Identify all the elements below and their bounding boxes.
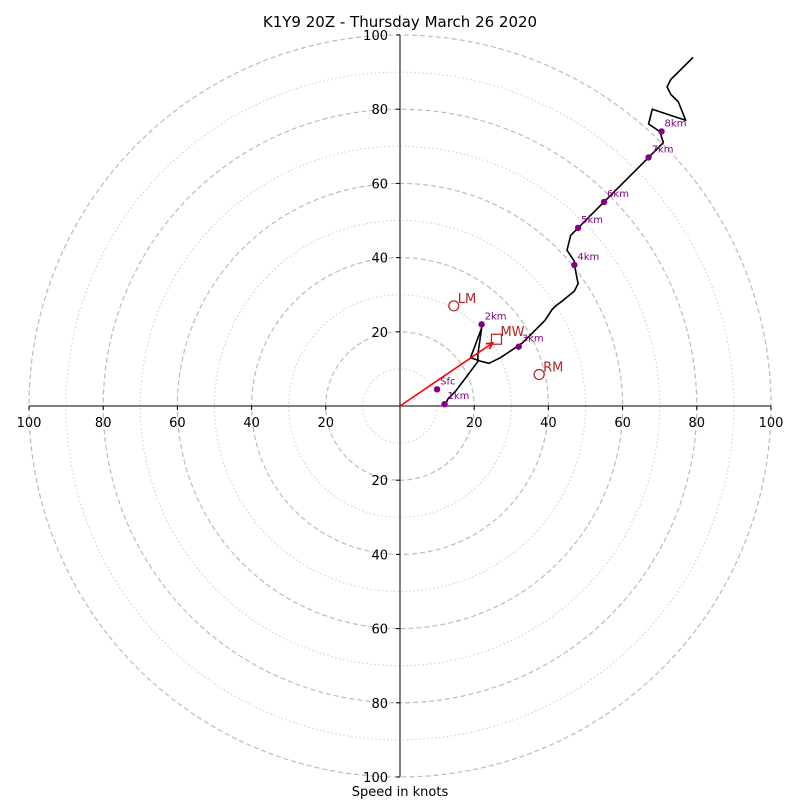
x-tick-label: 40 (540, 416, 557, 431)
height-marker-label: 8km (665, 118, 687, 129)
y-tick-label: 100 (363, 771, 388, 786)
height-marker-label: 3km (522, 334, 544, 345)
y-tick-label: 80 (371, 697, 388, 712)
height-marker (441, 400, 448, 408)
height-marker-label: 4km (577, 252, 599, 263)
height-marker (478, 321, 485, 328)
height-marker-label: 7km (652, 144, 674, 155)
x-tick-label: 100 (759, 416, 784, 431)
x-tick-label: 80 (689, 416, 706, 431)
height-marker (645, 154, 652, 161)
height-marker-label: 2km (485, 311, 507, 322)
mean-wind-vector-group (399, 341, 495, 407)
storm-motion-label: LM (458, 292, 476, 307)
x-tick-label: 80 (95, 416, 112, 431)
x-axis-label: Speed in knots (352, 785, 449, 800)
height-marker-label: 5km (581, 215, 603, 226)
storm-motion-label: RM (543, 360, 563, 375)
y-tick-label: 60 (371, 623, 388, 638)
tick-labels: 100 80 60 40 20 20 40 60 80 100 100 80 60 40 20 20 40 60 8… (17, 29, 784, 786)
height-markers: Sfc 1km 2km 3km 4km 5km 6km 7km 8km (433, 118, 687, 408)
height-marker-label: 6km (607, 189, 629, 200)
mean-wind-arrowhead (485, 341, 495, 350)
x-tick-label: 20 (318, 416, 335, 431)
storm-motion-marker (490, 333, 503, 345)
height-marker (433, 386, 441, 393)
height-marker (515, 343, 522, 350)
y-tick-label: 80 (371, 103, 388, 118)
storm-motions: LM MW RM (448, 292, 563, 381)
hodograph-trace (443, 56, 694, 407)
height-marker-label: 1km (448, 391, 470, 402)
height-marker (571, 261, 578, 269)
x-tick-label: 100 (17, 416, 42, 431)
storm-motion-label: MW (500, 325, 524, 340)
y-tick-label: 20 (371, 474, 388, 489)
mean-wind-vector (399, 342, 494, 407)
height-marker (600, 198, 608, 206)
y-tick-label: 40 (371, 252, 388, 267)
storm-motion-marker (448, 300, 460, 312)
x-tick-label: 60 (614, 416, 631, 431)
storm-motion-marker (533, 368, 545, 381)
x-tick-label: 60 (169, 416, 186, 431)
y-tick-label: 20 (371, 326, 388, 341)
y-tick-label: 100 (363, 29, 388, 44)
chart-title: K1Y9 20Z - Thursday March 26 2020 (263, 13, 537, 31)
y-tick-label: 40 (371, 548, 388, 563)
height-marker-label: Sfc (440, 376, 455, 387)
x-tick-label: 40 (243, 416, 260, 431)
height-marker (574, 224, 582, 232)
height-marker (658, 128, 665, 135)
y-tick-label: 60 (371, 177, 388, 192)
x-tick-label: 20 (466, 416, 483, 431)
hodograph-trace-group (443, 56, 694, 407)
